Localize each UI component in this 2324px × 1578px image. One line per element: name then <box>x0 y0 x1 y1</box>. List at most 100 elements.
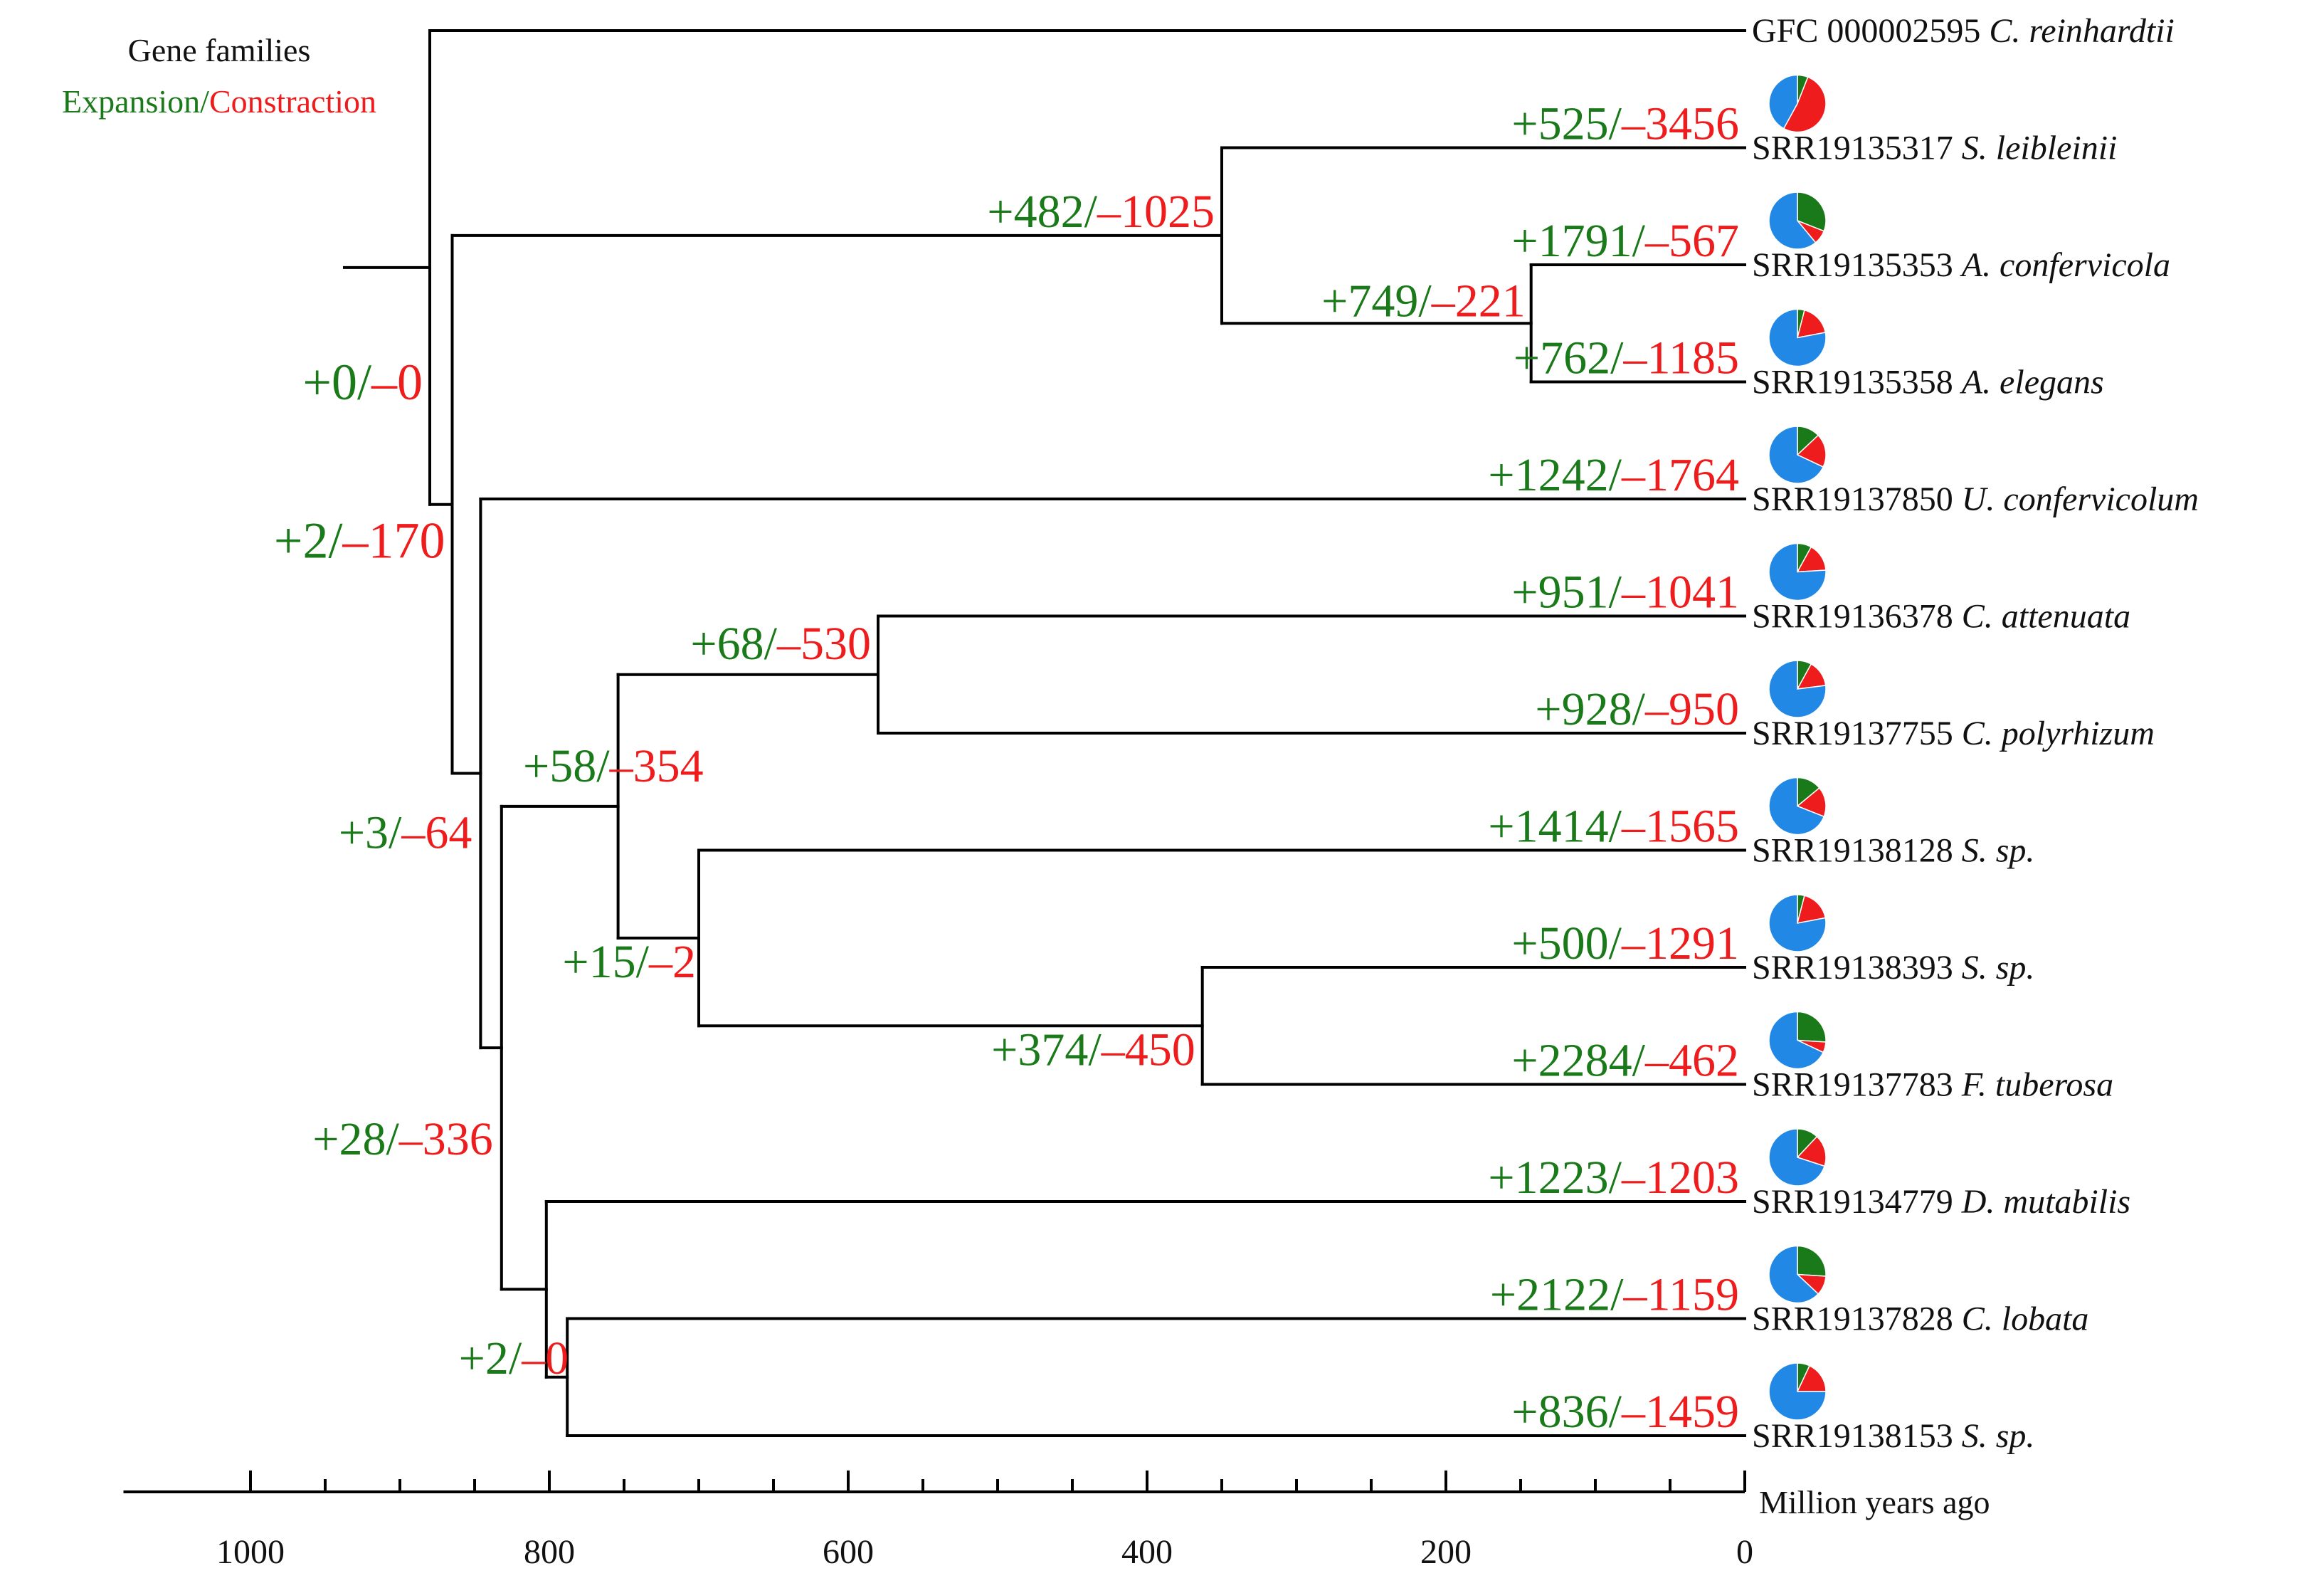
pie-chart-6 <box>1768 660 1827 718</box>
tip-accession: SRR19138393 <box>1752 949 1953 987</box>
tip-species: C. polyrhizum <box>1962 715 2155 752</box>
tip-species: D. mutabilis <box>1961 1183 2130 1221</box>
axis-tick-label: 200 <box>1420 1533 1472 1571</box>
legend-contraction: Constraction <box>209 83 376 120</box>
pie-slice-unchanged <box>1768 542 1827 601</box>
pie-slice-contraction <box>1782 76 1827 133</box>
tip-gain-loss-9: +2284/–462 <box>1511 1035 1739 1087</box>
tip-label-12: SRR19138153 S. sp. <box>1752 1417 2034 1455</box>
node-gain-loss-n_rest: +2/–170 <box>274 512 445 569</box>
time-axis: Million years ago 1000 800 600 400 200 0 <box>123 1471 1990 1571</box>
pie-slice-contraction <box>1796 309 1827 339</box>
pie-chart-12 <box>1768 1362 1827 1421</box>
pie-chart-7 <box>1768 777 1827 836</box>
tip-label-4: SRR19137850 U. confervicolum <box>1752 480 2199 518</box>
tip-accession: SRR19135353 <box>1752 246 1953 284</box>
pie-slice-unchanged <box>1768 1362 1827 1421</box>
pie-slice-expansion <box>1797 191 1827 232</box>
tip-label-9: SRR19137783 F. tuberosa <box>1752 1066 2113 1104</box>
tip-accession: SRR19137783 <box>1752 1066 1953 1104</box>
branches <box>343 29 1746 1437</box>
tip-species: S. sp. <box>1962 949 2035 987</box>
node-gain-loss-n_ac: +749/–221 <box>1321 275 1526 327</box>
tip-species: S. leibleinii <box>1962 130 2118 167</box>
tip-gain-loss-7: +1414/–1565 <box>1488 801 1739 853</box>
tip-accession: SRR19138128 <box>1752 832 1953 870</box>
tip-accession: SRR19138153 <box>1752 1417 1953 1455</box>
pie-chart-3 <box>1768 308 1827 367</box>
tip-accession: SRR19134779 <box>1752 1183 1953 1221</box>
tip-species: U. confervicolum <box>1962 480 2199 518</box>
node-labels: +0/–0 +2/–170 +482/–1025 +749/–221 +3/–64 +28… <box>274 98 1739 1438</box>
pie-slice-unchanged <box>1768 777 1825 836</box>
legend-expansion: Expansion <box>62 83 200 120</box>
tip-accession: SRR19135358 <box>1752 364 1953 401</box>
tip-accession: SRR19137755 <box>1752 715 1953 752</box>
tip-label-8: SRR19138393 S. sp. <box>1752 949 2034 987</box>
node-gain-loss-n_top: +482/–1025 <box>987 186 1215 238</box>
tip-gain-loss-11: +2122/–1159 <box>1490 1269 1739 1321</box>
axis-tick-label: 600 <box>823 1533 874 1571</box>
node-gain-loss-root: +0/–0 <box>302 354 423 411</box>
tip-species: S. sp. <box>1962 832 2035 870</box>
pie-slice-unchanged <box>1768 1128 1825 1187</box>
legend-slash: / <box>200 83 209 120</box>
axis-tick-label: 800 <box>524 1533 575 1571</box>
pie-slice-contraction <box>1796 1364 1827 1392</box>
axis-label: Million years ago <box>1759 1484 1990 1520</box>
pie-slice-unchanged <box>1768 308 1827 367</box>
tip-accession: SRR19136378 <box>1752 598 1953 636</box>
tip-accession: GFC 000002595 <box>1752 12 1980 50</box>
node-gain-loss-n_c: +68/–530 <box>690 618 871 670</box>
legend-title: Gene families <box>128 32 311 68</box>
pie-chart-4 <box>1768 426 1827 484</box>
pie-slice-unchanged <box>1768 74 1798 130</box>
pie-slice-unchanged <box>1768 426 1824 484</box>
tip-label-6: SRR19137755 C. polyrhizum <box>1752 715 2155 752</box>
pie-chart-9 <box>1768 1011 1827 1070</box>
tip-species: C. attenuata <box>1962 598 2130 636</box>
tip-accession: SRR19137850 <box>1752 480 1953 518</box>
node-gain-loss-n_l: +2/–0 <box>459 1332 569 1384</box>
tip-species: C. reinhardtii <box>1989 12 2174 50</box>
tip-label-0: GFC 000002595 C. reinhardtii <box>1752 12 2175 50</box>
tip-accession: SRR19135317 <box>1752 130 1953 167</box>
tip-species: A. elegans <box>1960 364 2104 401</box>
node-gain-loss-n_mid: +28/–336 <box>312 1113 493 1165</box>
pie-slice-contraction <box>1796 787 1827 818</box>
tip-gain-loss-10: +1223/–1203 <box>1488 1152 1739 1204</box>
legend-expansion-contraction: Expansion/Constraction <box>62 83 376 120</box>
pie-chart-11 <box>1768 1245 1827 1304</box>
tip-label-10: SRR19134779 D. mutabilis <box>1752 1183 2130 1221</box>
tip-gain-loss-2: +1791/–567 <box>1511 215 1739 267</box>
pie-slice-unchanged <box>1768 1011 1824 1070</box>
pie-chart-8 <box>1768 894 1827 952</box>
pie-slice-expansion <box>1797 1245 1827 1277</box>
node-gain-loss-n_big: +3/–64 <box>339 807 472 859</box>
pie-slice-unchanged <box>1768 660 1827 718</box>
pie-slice-contraction <box>1796 895 1827 924</box>
pie-chart-10 <box>1768 1128 1827 1187</box>
legend: Gene families Expansion/Constraction <box>62 32 376 120</box>
pie-slice-unchanged <box>1768 894 1827 952</box>
pie-slice-contraction <box>1796 434 1827 468</box>
pie-charts <box>1768 74 1827 1421</box>
tip-gain-loss-8: +500/–1291 <box>1511 917 1739 969</box>
tip-label-3: SRR19135358 A. elegans <box>1752 364 2104 401</box>
pie-chart-2 <box>1768 191 1827 250</box>
tip-label-7: SRR19138128 S. sp. <box>1752 832 2034 870</box>
tip-gain-loss-1: +525/–3456 <box>1511 98 1739 150</box>
tip-label-1: SRR19135317 S. leibleinii <box>1752 130 2117 167</box>
tip-gain-loss-6: +928/–950 <box>1535 683 1739 735</box>
tip-species: A. confervicola <box>1960 246 2170 284</box>
pie-chart-5 <box>1768 542 1827 601</box>
tip-species: C. lobata <box>1962 1300 2089 1338</box>
pie-slice-unchanged <box>1768 1245 1819 1304</box>
axis-tick-label: 0 <box>1736 1533 1753 1571</box>
tip-gain-loss-3: +762/–1185 <box>1514 332 1739 384</box>
node-gain-loss-n_u: +58/–354 <box>523 740 704 792</box>
axis-tick-label: 1000 <box>216 1533 285 1571</box>
pie-slice-unchanged <box>1768 191 1817 250</box>
